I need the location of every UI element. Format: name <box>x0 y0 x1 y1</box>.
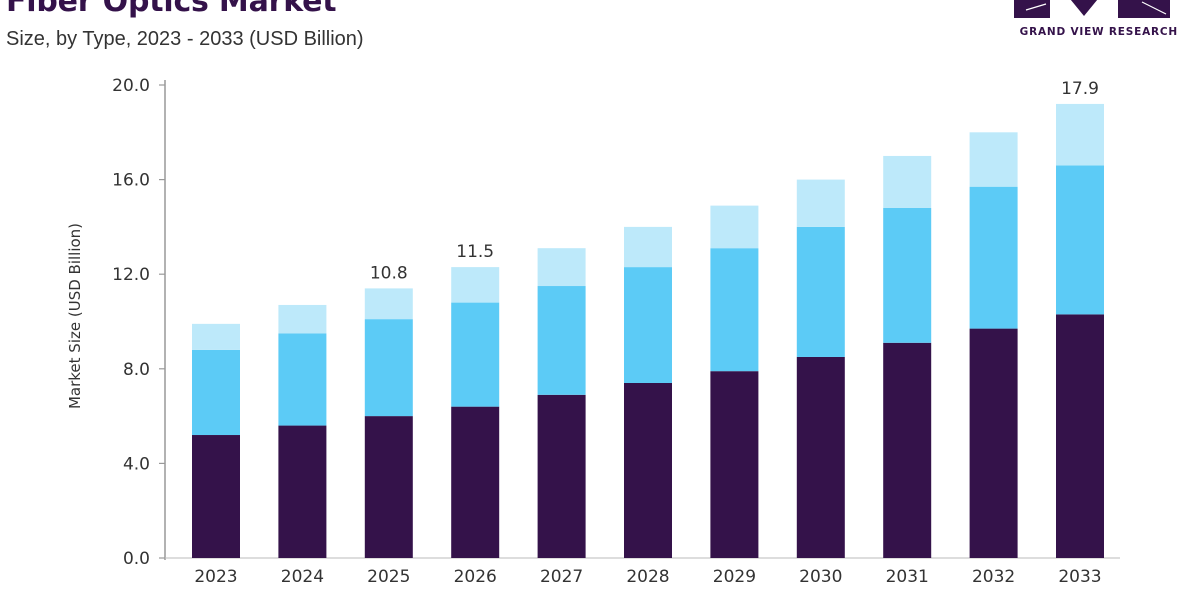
bar-segment-2026-s3 <box>451 267 500 303</box>
data-label-2033: 17.9 <box>1061 79 1099 99</box>
data-label-2026: 11.5 <box>456 242 494 262</box>
bar-segment-2027-s3 <box>537 248 586 287</box>
bar-segment-2032-s2 <box>969 186 1018 329</box>
bar-segment-2031-s1 <box>883 342 932 558</box>
chart-title: Fiber Optics Market <box>6 0 337 19</box>
bar-segment-2028-s1 <box>624 382 672 558</box>
bar-segment-2024-s2 <box>278 333 327 426</box>
bar-segment-2031-s2 <box>883 207 932 343</box>
y-axis-label: Market Size (USD Billion) <box>66 223 84 409</box>
bar-segment-2023-s2 <box>192 349 240 436</box>
bar-segment-2028-s2 <box>624 267 672 383</box>
data-label-2025: 10.8 <box>370 263 408 283</box>
y-tick-label: 12.0 <box>112 265 150 285</box>
x-tick-label: 2030 <box>799 567 842 587</box>
bar-segment-2023-s1 <box>192 435 240 558</box>
y-tick-label: 4.0 <box>123 454 150 474</box>
bar-segment-2027-s1 <box>537 394 586 558</box>
bar-segment-2030-s1 <box>796 356 845 558</box>
x-tick-label: 2031 <box>886 567 929 587</box>
bar-segment-2030-s3 <box>796 179 845 227</box>
bars-group <box>192 103 1104 558</box>
grand-view-research-logo-icon <box>1014 0 1170 18</box>
bar-segment-2027-s2 <box>537 286 586 395</box>
bar-segment-2031-s3 <box>883 155 932 208</box>
bar-segment-2023-s3 <box>192 323 240 350</box>
bar-segment-2033-s2 <box>1056 165 1104 315</box>
x-tick-label: 2028 <box>626 567 669 587</box>
bar-segment-2029-s2 <box>710 248 759 372</box>
x-tick-label: 2024 <box>281 567 324 587</box>
logo-text: GRAND VIEW RESEARCH <box>1019 26 1178 38</box>
bar-segment-2033-s1 <box>1056 314 1104 558</box>
x-axis-ticks: 2023 2024 2025 2026 2027 2028 2029 2030 2031 2032… <box>194 567 1101 587</box>
bar-segment-2032-s1 <box>969 328 1018 558</box>
bar-segment-2026-s1 <box>451 406 500 558</box>
x-tick-label: 2025 <box>367 567 410 587</box>
bar-segment-2025-s2 <box>364 319 413 417</box>
bar-segment-2032-s3 <box>969 132 1018 187</box>
chart-subtitle: Size, by Type, 2023 - 2033 (USD Billion) <box>6 28 364 50</box>
x-tick-label: 2032 <box>972 567 1015 587</box>
y-axis-ticks: 0.0 4.0 8.0 12.0 16.0 20.0 <box>112 76 165 569</box>
bar-segment-2026-s2 <box>451 302 500 407</box>
y-tick-label: 0.0 <box>123 549 150 569</box>
data-labels-group: 10.8 11.5 17.9 <box>370 79 1099 283</box>
x-tick-label: 2029 <box>713 567 756 587</box>
bar-segment-2028-s3 <box>624 226 672 268</box>
y-tick-label: 8.0 <box>123 360 150 380</box>
bar-segment-2030-s2 <box>796 226 845 357</box>
y-tick-label: 16.0 <box>112 171 150 191</box>
x-tick-label: 2027 <box>540 567 583 587</box>
bar-segment-2029-s3 <box>710 205 759 249</box>
x-tick-label: 2026 <box>454 567 497 587</box>
bar-segment-2024-s1 <box>278 425 327 558</box>
y-tick-label: 20.0 <box>112 76 150 96</box>
bar-segment-2029-s1 <box>710 371 759 558</box>
x-tick-label: 2023 <box>194 567 237 587</box>
bar-segment-2025-s1 <box>364 416 413 558</box>
bar-segment-2033-s3 <box>1056 103 1104 166</box>
bar-segment-2025-s3 <box>364 288 413 320</box>
bar-segment-2024-s3 <box>278 304 327 334</box>
x-tick-label: 2033 <box>1058 567 1101 587</box>
